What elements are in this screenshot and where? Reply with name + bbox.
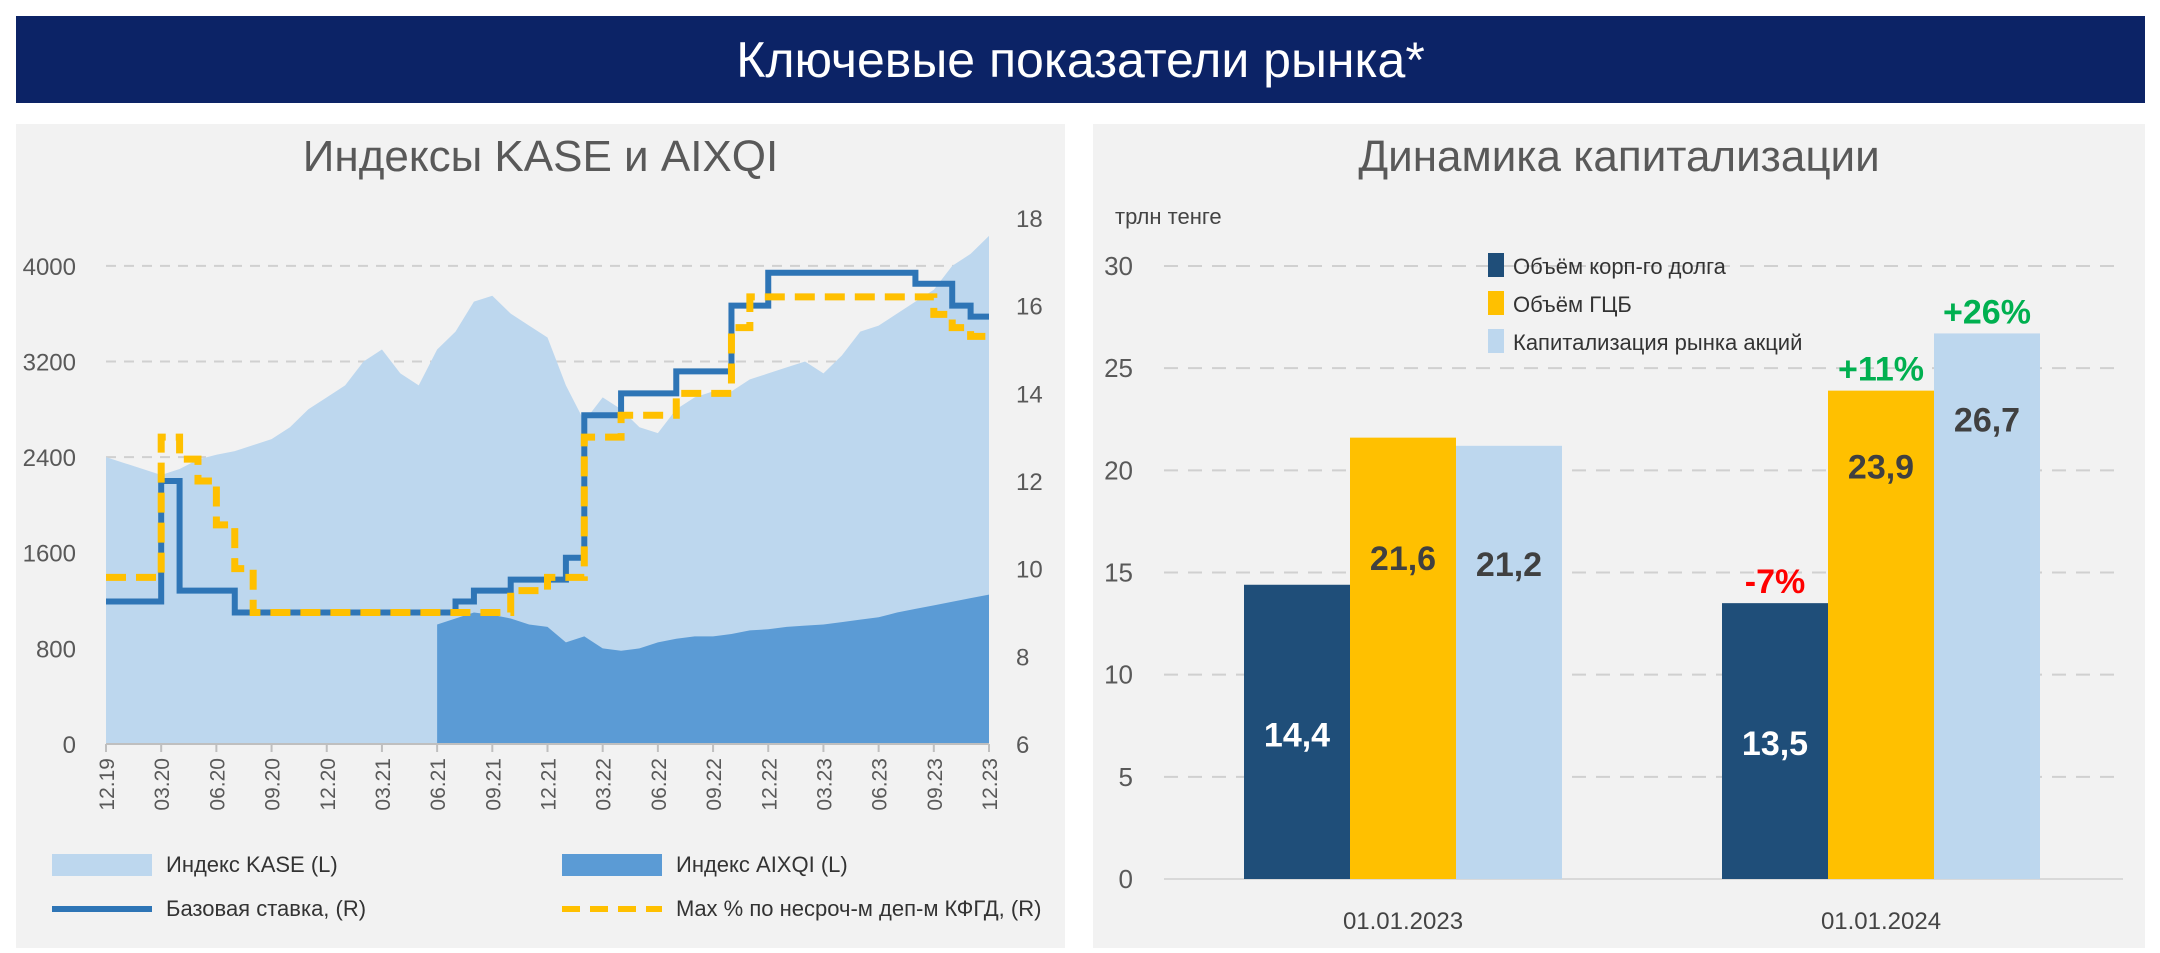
y-right-tick-label: 8 bbox=[1016, 644, 1029, 671]
x-tick-label: 09.23 bbox=[924, 758, 947, 811]
change-label: +26% bbox=[1943, 293, 2031, 331]
y-right-tick-label: 12 bbox=[1016, 469, 1043, 496]
kase-index-area bbox=[106, 235, 989, 744]
x-tick-label: 03.23 bbox=[813, 758, 836, 811]
legend-aixqi: Индекс AIXQI (L) bbox=[562, 852, 848, 878]
y-right-tick-label: 14 bbox=[1016, 381, 1043, 408]
bar bbox=[1350, 437, 1456, 879]
bar-value-label: 26,7 bbox=[1954, 402, 2020, 440]
y-right-tick-label: 10 bbox=[1016, 557, 1043, 584]
x-tick-label: 09.21 bbox=[482, 758, 505, 811]
legend-swatch-base-rate bbox=[52, 906, 152, 912]
x-tick-label: 06.21 bbox=[427, 758, 450, 811]
x-tick-label: 06.20 bbox=[206, 758, 229, 811]
y-left-tick-label: 2400 bbox=[23, 445, 76, 472]
bar-value-label: 23,9 bbox=[1848, 449, 1914, 487]
indices-chart-title: Индексы KASE и AIXQI bbox=[302, 132, 779, 181]
bar bbox=[1456, 445, 1562, 879]
legend-label: Базовая ставка, (R) bbox=[166, 896, 367, 921]
y-left-tick-label: 3200 bbox=[23, 349, 76, 376]
bar-value-label: 21,6 bbox=[1370, 540, 1436, 578]
x-tick-label: 06.22 bbox=[648, 758, 671, 811]
y-tick-label: 30 bbox=[1104, 251, 1133, 281]
base-rate-line bbox=[106, 269, 989, 616]
kfgd-max-rate-line bbox=[106, 293, 989, 616]
change-label: -7% bbox=[1745, 563, 1805, 601]
change-label: +11% bbox=[1838, 351, 1924, 389]
legend-base-rate: Базовая ставка, (R) bbox=[52, 896, 366, 922]
capitalization-chart: 0 5 10 15 20 25 30 01.01.2023 14,4 21,6 21,2 01.01.… bbox=[1104, 251, 2123, 935]
x-tick-label: 12.21 bbox=[538, 758, 561, 811]
y-left-tick-label: 1600 bbox=[23, 541, 76, 568]
x-category-label: 01.01.2023 bbox=[1343, 908, 1463, 935]
legend-label: Индекс AIXQI (L) bbox=[676, 852, 848, 877]
legend-label: Капитализация рынка акций bbox=[1513, 330, 1802, 355]
x-tick-label: 09.20 bbox=[262, 758, 285, 811]
legend-label: Max % по несроч-м деп-м КФГД, (R) bbox=[676, 896, 1042, 921]
legend-swatch bbox=[1488, 253, 1504, 277]
legend-label: Объём корп-го долга bbox=[1513, 254, 1727, 279]
x-tick-label: 03.22 bbox=[593, 758, 616, 811]
y-left-tick-label: 0 bbox=[63, 732, 76, 759]
x-tick-label: 03.21 bbox=[372, 758, 395, 811]
legend-kfgd: Max % по несроч-м деп-м КФГД, (R) bbox=[562, 896, 1041, 922]
y-left-tick-label: 4000 bbox=[23, 254, 76, 281]
bar bbox=[1934, 333, 2040, 879]
y-tick-label: 20 bbox=[1104, 455, 1133, 485]
capitalization-chart-title: Динамика капитализации bbox=[1358, 132, 1880, 181]
y-right-tick-label: 18 bbox=[1016, 206, 1043, 233]
x-category-label: 01.01.2024 bbox=[1821, 908, 1941, 935]
x-tick-label: 12.23 bbox=[979, 758, 1002, 811]
legend-label: Индекс KASE (L) bbox=[166, 852, 338, 877]
x-tick-label: 06.23 bbox=[869, 758, 892, 811]
legend-label: Объём ГЦБ bbox=[1513, 292, 1632, 317]
y-axis-unit-label: трлн тенге bbox=[1115, 204, 1222, 229]
bar bbox=[1244, 584, 1350, 879]
x-tick-label: 09.22 bbox=[703, 758, 726, 811]
y-tick-label: 0 bbox=[1119, 864, 1133, 894]
legend-swatch bbox=[1488, 329, 1504, 353]
x-tick-label: 12.20 bbox=[317, 758, 340, 811]
y-left-tick-label: 800 bbox=[36, 636, 76, 663]
bar-value-label: 21,2 bbox=[1476, 546, 1542, 584]
legend-swatch-aixqi bbox=[562, 854, 662, 876]
indices-chart: 0 800 1600 2400 3200 4000 6 8 10 12 14 16 18 12.19 03.… bbox=[23, 206, 1043, 811]
indices-chart-panel: Индексы KASE и AIXQI 0 800 1600 2400 3200 400… bbox=[16, 124, 1065, 948]
y-tick-label: 10 bbox=[1104, 660, 1133, 690]
page-title: Ключевые показатели рынка* bbox=[736, 31, 1425, 88]
bar-value-label: 13,5 bbox=[1742, 725, 1808, 763]
x-tick-label: 12.22 bbox=[758, 758, 781, 811]
legend-swatch bbox=[1488, 291, 1504, 315]
bar bbox=[1722, 603, 1828, 879]
aixqi-index-area bbox=[437, 594, 989, 744]
page-header: Ключевые показатели рынка* bbox=[16, 16, 2145, 103]
bar bbox=[1828, 390, 1934, 879]
y-right-tick-label: 6 bbox=[1016, 732, 1029, 759]
x-tick-label: 03.20 bbox=[151, 758, 174, 811]
y-tick-label: 15 bbox=[1104, 558, 1133, 588]
legend-kase: Индекс KASE (L) bbox=[52, 852, 338, 878]
legend-swatch-kase bbox=[52, 854, 152, 876]
y-right-tick-label: 16 bbox=[1016, 294, 1043, 321]
capitalization-chart-panel: Динамика капитализации трлн тенге 0 5 10 15… bbox=[1093, 124, 2145, 948]
x-tick-label: 12.19 bbox=[96, 758, 119, 811]
y-tick-label: 5 bbox=[1119, 762, 1133, 792]
legend-swatch-kfgd bbox=[562, 906, 662, 912]
bar-value-label: 14,4 bbox=[1264, 717, 1330, 755]
y-tick-label: 25 bbox=[1104, 353, 1133, 383]
